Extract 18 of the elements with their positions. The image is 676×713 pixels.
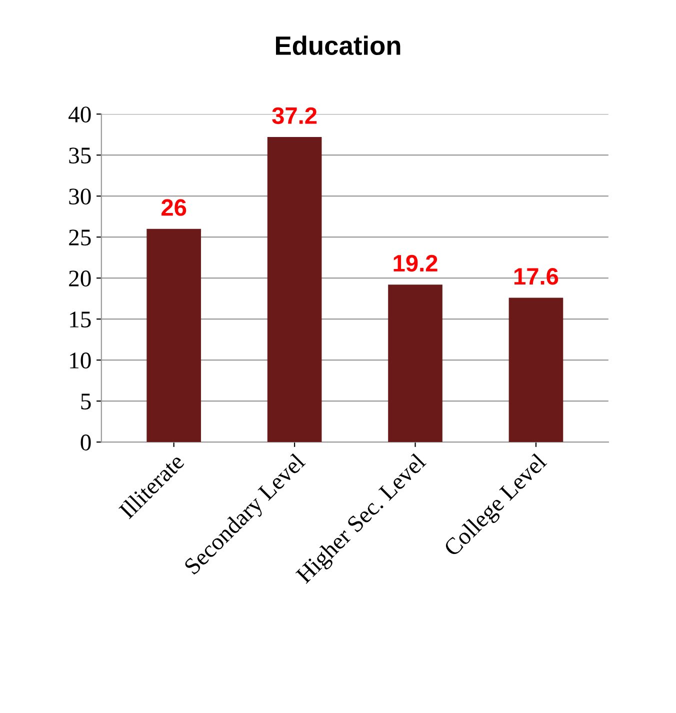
bar bbox=[508, 298, 564, 442]
y-tick-label: 30 bbox=[69, 188, 91, 204]
chart-title: Education bbox=[276, 36, 400, 56]
y-tick-label: 0 bbox=[80, 434, 91, 450]
y-tick-label: 10 bbox=[70, 352, 91, 368]
data-label: 17.6 bbox=[514, 268, 558, 285]
y-tick-label: 20 bbox=[69, 270, 91, 286]
data-label: 37.2 bbox=[272, 107, 317, 124]
data-label: 26 bbox=[162, 199, 186, 216]
bar bbox=[267, 137, 322, 442]
y-tick-label: 5 bbox=[81, 394, 91, 410]
y-tick-label: 15 bbox=[70, 312, 91, 328]
y-tick-label: 25 bbox=[69, 230, 91, 246]
bar bbox=[388, 284, 442, 442]
y-tick-label: 35 bbox=[69, 148, 91, 164]
bar bbox=[146, 228, 201, 442]
y-tick-label: 40 bbox=[68, 106, 91, 123]
data-label: 19.2 bbox=[394, 254, 438, 272]
